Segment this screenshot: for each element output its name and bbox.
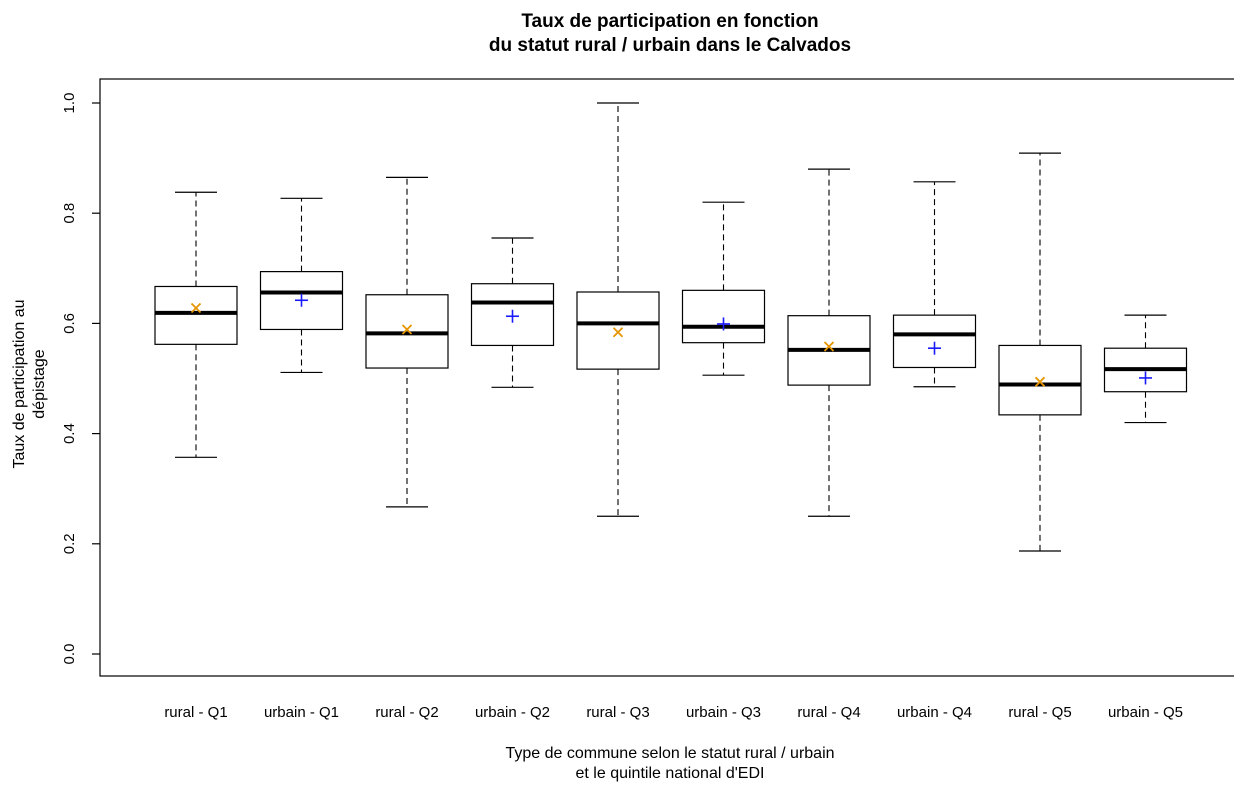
y-tick-label: 0.8 — [61, 203, 78, 224]
mean-marker-x — [1034, 376, 1046, 387]
x-category-label: urbain - Q3 — [686, 704, 761, 721]
x-category-label: urbain - Q2 — [475, 704, 550, 721]
x-category-label: rural - Q5 — [1008, 704, 1071, 721]
x-category-label: rural - Q1 — [164, 704, 227, 721]
x-category-label: rural - Q2 — [375, 704, 438, 721]
plot-frame — [99, 78, 1234, 677]
y-tick-label: 1.0 — [61, 93, 78, 114]
x-category-label: rural - Q4 — [797, 704, 860, 721]
x-category-label: rural - Q3 — [586, 704, 649, 721]
box-iqr — [892, 314, 977, 369]
x-category-label: urbain - Q5 — [1108, 704, 1183, 721]
y-tick-label: 0.0 — [61, 644, 78, 665]
y-tick-label: 0.2 — [61, 533, 78, 554]
mean-marker-x — [612, 327, 624, 338]
chart-title-line-2: du statut rural / urbain dans le Calvado… — [488, 35, 852, 56]
x-category-label: urbain - Q1 — [264, 704, 339, 721]
y-axis-label: Taux de participation au dépistage — [11, 299, 48, 469]
mean-marker-x — [823, 341, 835, 352]
chart-title-line-1: Taux de participation en fonction — [521, 11, 819, 32]
box-iqr — [154, 285, 238, 345]
y-tick-label: 0.6 — [61, 313, 78, 334]
box-iqr — [998, 344, 1082, 416]
box-iqr — [681, 289, 766, 344]
x-axis-label-line-1: Type de commune selon le statut rural / … — [505, 745, 835, 762]
mean-marker-x — [401, 324, 413, 335]
x-axis-label-line-2: et le quintile national d'EDI — [575, 765, 765, 782]
mean-marker-x — [190, 302, 202, 314]
box-iqr — [576, 291, 660, 370]
x-category-label: urbain - Q4 — [897, 704, 972, 721]
y-tick-label: 0.4 — [61, 423, 78, 444]
